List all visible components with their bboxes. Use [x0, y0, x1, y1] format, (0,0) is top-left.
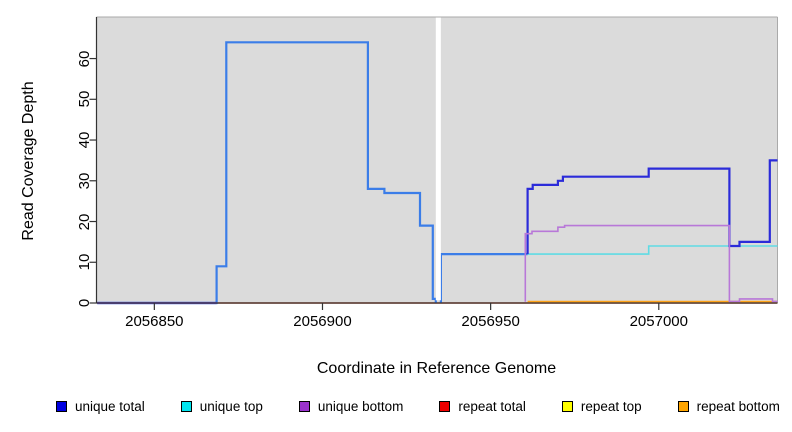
x-tick-label: 2056850: [125, 313, 184, 330]
series-line-unique-bottom: [524, 224, 778, 303]
legend-swatch-icon: [298, 401, 310, 412]
legend-item-unique-total: unique total: [56, 399, 145, 414]
legend-item-unique-top: unique top: [180, 399, 263, 414]
x-tick-label: 2056900: [293, 313, 352, 330]
series-line-total-coverage: [439, 253, 528, 303]
no-data-gap-band: [435, 17, 441, 301]
legend-label: unique bottom: [317, 399, 404, 414]
y-tick-label: 40: [76, 131, 93, 149]
legend-item-repeat-bottom: repeat bottom: [677, 399, 780, 414]
x-tick-label: 2056950: [461, 313, 520, 330]
x-tick-label: 2057000: [629, 313, 688, 330]
legend-item-repeat-top: repeat top: [561, 399, 642, 414]
legend-swatch-icon: [56, 401, 67, 412]
legend-label: repeat bottom: [696, 399, 780, 414]
legend-label: repeat total: [458, 399, 526, 414]
y-tick-label: 20: [76, 213, 93, 230]
legend-label: unique top: [199, 399, 263, 414]
legend-swatch-icon: [561, 401, 573, 412]
legend: unique total unique top unique bottom repea…: [0, 399, 792, 414]
legend-swatch-icon: [180, 401, 192, 412]
x-axis-title: Coordinate in Reference Genome: [316, 360, 557, 377]
y-axis-title: Read Coverage Depth: [20, 81, 37, 241]
series-line-total-coverage: [97, 41, 437, 305]
legend-swatch-icon: [677, 401, 689, 412]
legend-swatch-icon: [439, 401, 451, 412]
y-tick-label: 30: [76, 172, 93, 190]
series-line-unique-top: [527, 245, 778, 255]
legend-label: repeat top: [580, 399, 642, 414]
y-tick-label: 60: [76, 50, 93, 67]
y-tick-label: 10: [76, 253, 93, 271]
y-tick-label: 0: [76, 298, 93, 308]
legend-label: unique total: [75, 399, 145, 414]
legend-item-unique-bottom: unique bottom: [298, 399, 404, 414]
series-line-unique-total: [526, 159, 778, 255]
y-tick-label: 50: [76, 90, 93, 108]
legend-item-repeat-total: repeat total: [439, 399, 526, 414]
